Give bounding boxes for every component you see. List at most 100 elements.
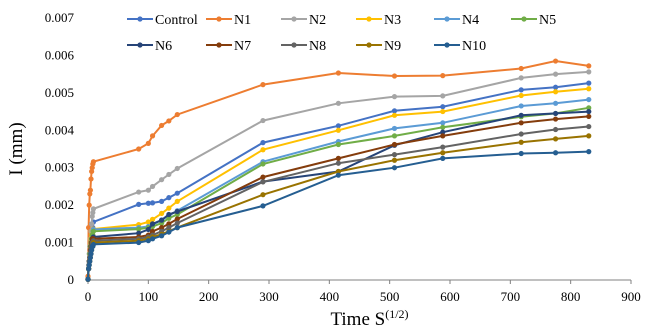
legend-marker: [444, 16, 450, 22]
data-point: [174, 190, 180, 196]
series-n1: [85, 58, 592, 279]
series-line: [87, 106, 589, 280]
data-point: [391, 141, 398, 148]
data-point: [159, 233, 165, 239]
data-point: [440, 120, 446, 126]
x-tick-label: 600: [440, 289, 460, 304]
data-point: [145, 200, 151, 206]
legend-marker: [291, 16, 297, 22]
data-point: [145, 187, 151, 193]
y-tick-label: 0: [68, 272, 75, 287]
data-point: [518, 150, 524, 157]
data-point: [174, 111, 180, 118]
data-point: [159, 122, 165, 129]
data-point: [149, 200, 156, 206]
legend-marker: [521, 16, 527, 22]
legend-marker: [444, 42, 450, 48]
data-point: [391, 165, 398, 171]
data-point: [552, 126, 559, 133]
legend-label: N1: [234, 13, 251, 28]
data-point: [391, 94, 398, 100]
legend-marker: [137, 42, 143, 48]
data-point: [166, 205, 172, 211]
data-point: [518, 139, 524, 145]
data-point: [174, 225, 180, 231]
data-point: [149, 216, 156, 222]
data-point: [136, 226, 142, 232]
data-point: [440, 73, 446, 79]
data-point: [260, 82, 266, 88]
legend-label: N8: [309, 39, 326, 54]
data-point: [166, 221, 172, 227]
data-point: [260, 147, 266, 153]
data-point: [552, 150, 559, 156]
x-tick-label: 300: [259, 289, 279, 304]
data-point: [149, 228, 156, 234]
legend-marker: [291, 42, 297, 48]
data-point: [260, 203, 266, 209]
data-point: [174, 208, 180, 215]
data-point: [391, 112, 398, 118]
legend-label: N9: [384, 39, 401, 54]
data-point: [136, 230, 142, 236]
series-line: [87, 59, 589, 277]
data-point: [260, 117, 266, 124]
data-point: [145, 140, 151, 146]
x-tick-label: 500: [380, 289, 400, 304]
legend-item-n5: N5: [511, 13, 556, 28]
data-point: [136, 146, 142, 152]
data-point: [518, 87, 524, 93]
data-point: [391, 108, 398, 114]
data-point: [586, 113, 592, 120]
data-point: [87, 187, 94, 193]
data-point: [335, 141, 341, 148]
data-point: [518, 112, 524, 118]
data-point: [335, 172, 341, 178]
legend-label: N7: [234, 39, 251, 54]
x-tick-label: 700: [501, 289, 521, 304]
series-n3: [85, 86, 592, 282]
data-point: [518, 75, 524, 81]
data-point: [86, 202, 92, 208]
x-tick-label: 800: [561, 289, 581, 304]
legend-marker: [216, 42, 222, 48]
data-point: [85, 276, 91, 282]
data-point: [166, 211, 172, 218]
data-point: [586, 86, 592, 92]
data-point: [159, 210, 165, 216]
legend-item-n7: N7: [206, 39, 251, 54]
data-point: [391, 157, 398, 163]
legend-label: N2: [309, 13, 326, 28]
data-point: [260, 179, 266, 185]
legend-item-n8: N8: [281, 39, 326, 54]
x-axis-ticks: 0 100 200 300 400 500 600 700 800 900: [85, 280, 641, 304]
data-point: [136, 189, 142, 195]
data-point: [518, 65, 524, 72]
data-point: [174, 220, 180, 226]
legend-marker: [366, 16, 372, 22]
y-tick-label: 0.001: [45, 235, 74, 250]
data-point: [136, 201, 142, 207]
legend-item-n9: N9: [356, 39, 401, 54]
legend-item-n4: N4: [434, 13, 479, 28]
data-point: [88, 176, 94, 182]
legend-label: N5: [539, 13, 556, 28]
data-point: [145, 219, 151, 225]
legend-item-n10: N10: [434, 39, 486, 54]
data-point: [260, 140, 266, 146]
legend-marker: [137, 16, 143, 22]
data-point: [586, 108, 592, 115]
data-point: [552, 116, 559, 122]
data-point: [166, 118, 172, 124]
legend-item-n3: N3: [356, 13, 401, 28]
data-point: [149, 221, 156, 227]
x-axis-title: Time S(1/2): [330, 307, 408, 329]
data-point: [518, 92, 524, 99]
legend-label: Control: [155, 13, 198, 28]
data-point: [586, 80, 592, 86]
data-point: [391, 125, 398, 132]
data-point: [90, 241, 97, 248]
series-n9: [85, 133, 592, 282]
series-line: [87, 110, 589, 280]
